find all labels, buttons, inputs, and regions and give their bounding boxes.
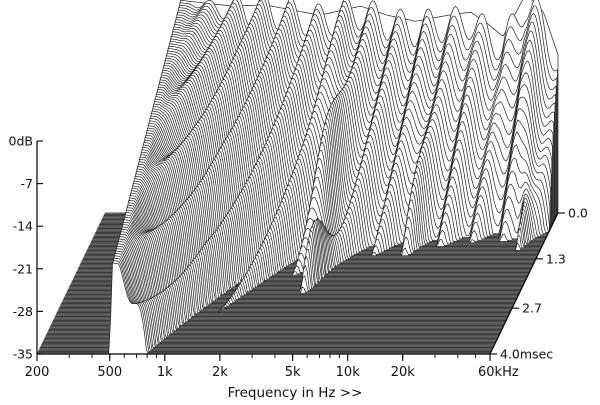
frequency-axis-title: Frequency in Hz >>: [228, 385, 363, 401]
level-tick-label: 0dB: [9, 134, 33, 149]
frequency-tick-label: 5k: [285, 365, 301, 380]
decay-slice: [41, 245, 495, 346]
time-tick-label: 2.7: [522, 301, 542, 316]
frequency-tick-label: 500: [97, 365, 122, 380]
level-axis: 0dB -7 -14 -21 -28 -35: [9, 134, 43, 362]
frequency-tick-label: 2k: [212, 365, 228, 380]
frequency-tick-label: 20k: [391, 365, 416, 380]
level-tick-label: -21: [13, 261, 33, 276]
time-axis-line: [489, 212, 559, 355]
frequency-tick-label: 1k: [157, 365, 173, 380]
decay-slices: [36, 0, 559, 355]
time-tick-label: 1.3: [546, 251, 566, 266]
level-tick-label: -14: [13, 219, 33, 234]
time-tick-label: 4.0msec: [500, 347, 553, 362]
time-axis: 0.0 1.3 2.7 4.0msec: [489, 206, 588, 362]
frequency-axis: 200 500 1k 2k 5k 10k 20k 60kHz: [25, 353, 519, 380]
level-tick-label: -7: [21, 176, 33, 191]
decay-slice: [41, 243, 496, 345]
level-tick-label: -28: [13, 304, 33, 319]
frequency-tick-label: 60kHz: [478, 365, 519, 380]
time-tick-label: 0.0: [568, 206, 588, 221]
frequency-tick-label: 200: [25, 365, 50, 380]
frequency-tick-label: 10k: [336, 365, 361, 380]
level-tick-label: -35: [13, 347, 33, 362]
